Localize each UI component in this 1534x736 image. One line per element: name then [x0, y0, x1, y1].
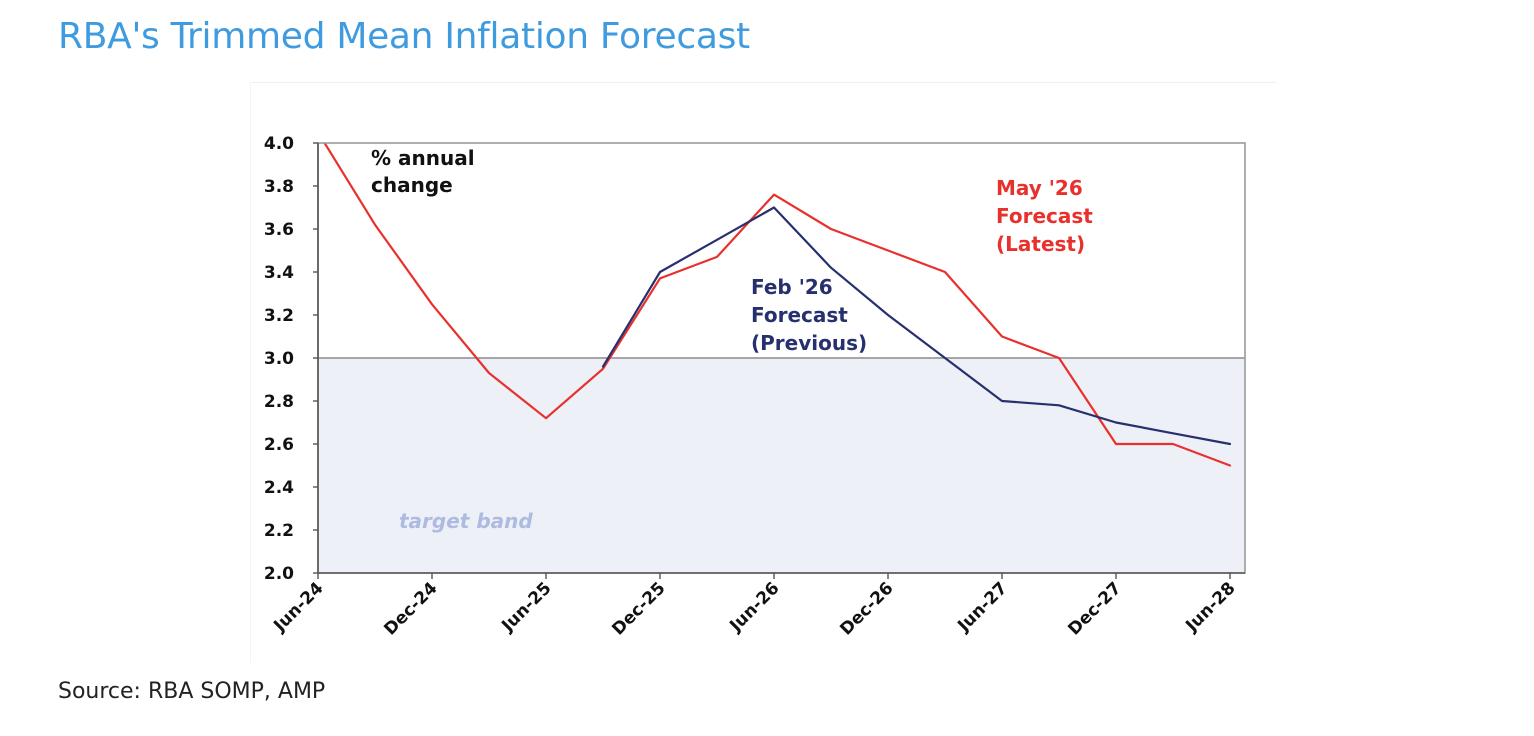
feb-forecast-label-line3: (Previous): [751, 331, 867, 355]
y-tick-label: 2.6: [264, 435, 294, 455]
x-tick-label: Jun-28: [1181, 578, 1239, 636]
y-tick-label: 3.0: [264, 349, 294, 369]
y-tick-label: 2.0: [264, 564, 294, 584]
x-tick-label: Dec-26: [836, 578, 897, 639]
inflation-line-chart: 2.0 2.2 2.4 2.6 2.8 3.0 3.2 3.4 3.6 3.8 4.0 Jun-24 D…: [264, 134, 1246, 640]
y-tick-label: 3.6: [264, 220, 294, 240]
units-label-line1: % annual: [371, 146, 475, 170]
x-tick-label: Dec-25: [608, 578, 669, 639]
series-layer: [323, 143, 1232, 467]
may-forecast-label-line2: Forecast: [996, 204, 1093, 228]
may-forecast-line: [323, 143, 1232, 467]
y-tick-label: 3.2: [264, 306, 294, 326]
x-tick-label: Jun-24: [269, 578, 327, 636]
page-title: RBA's Trimmed Mean Inflation Forecast: [58, 16, 750, 57]
units-label-line2: change: [371, 173, 453, 197]
feb-forecast-label-line2: Forecast: [751, 303, 848, 327]
y-tick-label: 2.2: [264, 521, 294, 541]
target-band-label: target band: [399, 509, 533, 533]
source-note: Source: RBA SOMP, AMP: [58, 679, 326, 704]
may-forecast-label-line3: (Latest): [996, 232, 1085, 256]
x-tick-label: Jun-26: [725, 578, 783, 636]
x-tick-label: Jun-25: [497, 578, 555, 636]
target-band-layer: [318, 358, 1245, 573]
feb-forecast-label-line1: Feb '26: [751, 275, 833, 299]
y-tick-label: 2.8: [264, 392, 294, 412]
chart-frame: 2.0 2.2 2.4 2.6 2.8 3.0 3.2 3.4 3.6 3.8 4.0 Jun-24 D…: [250, 82, 1277, 663]
annotation-layer: % annual change May '26 Forecast (Latest…: [371, 146, 1093, 533]
may-forecast-label-line1: May '26: [996, 176, 1083, 200]
y-tick-label: 3.8: [264, 177, 294, 197]
x-tick-label: Dec-24: [380, 578, 441, 639]
x-tick-label: Jun-27: [953, 578, 1011, 636]
x-tick-label: Dec-27: [1064, 578, 1125, 639]
feb-forecast-line: [601, 206, 1232, 446]
y-tick-label: 4.0: [264, 134, 294, 154]
target-band-area: [318, 358, 1245, 573]
y-tick-label: 2.4: [264, 478, 294, 498]
y-tick-label: 3.4: [264, 263, 294, 283]
